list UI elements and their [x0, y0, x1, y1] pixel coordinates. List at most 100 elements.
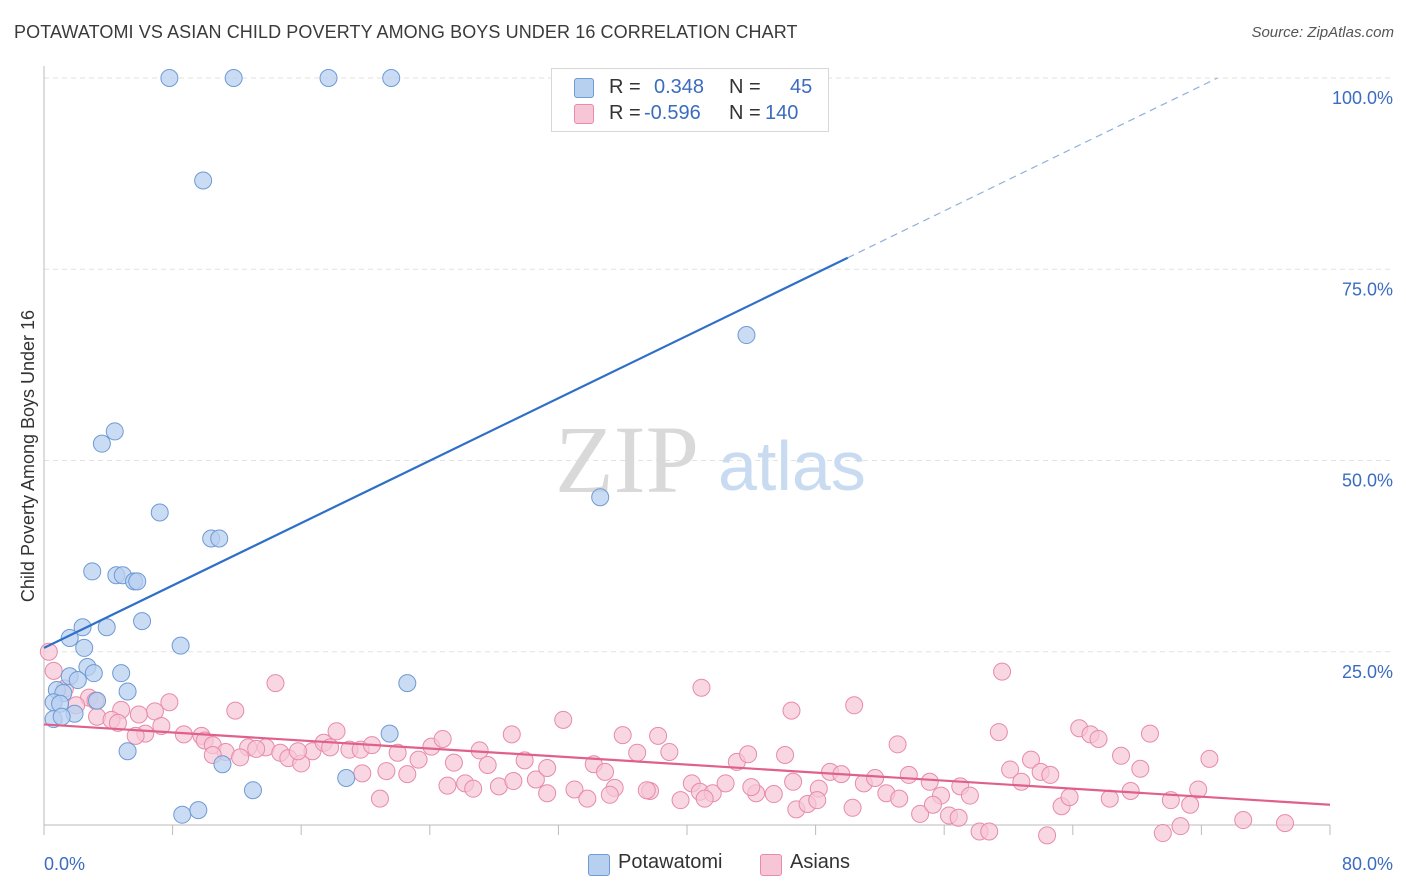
asians-point [1041, 765, 1060, 784]
potawatomi-point [337, 768, 356, 787]
asians-point [1038, 826, 1057, 845]
potawatomi-point [128, 572, 147, 591]
asians-point [989, 723, 1008, 742]
asians-point [126, 726, 145, 745]
asians-point [920, 772, 939, 791]
asians-point [515, 751, 534, 770]
potawatomi-point [160, 69, 179, 87]
potawatomi-point [171, 636, 190, 655]
source-label: Source: ZipAtlas.com [1251, 24, 1394, 41]
asians-point [247, 739, 266, 758]
asians-point [377, 762, 396, 781]
asians-point [1200, 749, 1219, 768]
asians-point [526, 770, 545, 789]
asians-point [231, 748, 250, 767]
legend-n-label: N = [729, 102, 761, 124]
asians-point [637, 781, 656, 800]
watermark-zip: ZIP [555, 406, 699, 513]
asians-point [502, 725, 521, 744]
asians-point [327, 722, 346, 741]
asians-point [845, 696, 864, 715]
series-legend: Potawatomi Asians [0, 851, 1406, 877]
asians-point [1060, 788, 1079, 807]
y-tick-label: 75.0% [1342, 279, 1393, 299]
asians-point [1181, 795, 1200, 814]
asians-trendline [43, 723, 1331, 806]
trend-lines [43, 77, 1331, 806]
y-tick-label: 100.0% [1332, 88, 1393, 108]
asians-point [764, 785, 783, 804]
x-tick-label: 0.0% [44, 854, 85, 874]
y-tick-label: 50.0% [1342, 471, 1393, 491]
asians-point [1012, 772, 1031, 791]
asians-point [613, 726, 632, 745]
legend-r-label: R = [609, 76, 641, 98]
asians-point [843, 798, 862, 817]
potawatomi-trendline-extension [847, 77, 1218, 259]
potawatomi-point [88, 691, 107, 710]
asians-point [226, 701, 245, 720]
asians-point [1022, 750, 1041, 769]
asians-point [409, 750, 428, 769]
asians-point [1234, 811, 1253, 830]
asians-point [911, 804, 930, 823]
asians-point [398, 765, 417, 784]
asians-point [980, 822, 999, 841]
asians-point [716, 774, 735, 793]
legend-n-value-asians: 140 [765, 102, 799, 124]
asians-point [923, 795, 942, 814]
asians-point [660, 742, 679, 761]
asians-point [1275, 814, 1294, 833]
legend-r-value-potawatomi: 0.348 [654, 76, 705, 98]
potawatomi-point [591, 488, 610, 507]
asians-point [478, 755, 497, 774]
asians-point [1171, 817, 1190, 836]
potawatomi-point [398, 674, 417, 693]
asians-point [353, 764, 372, 783]
asians-point [433, 729, 452, 748]
asians-point [692, 678, 711, 697]
potawatomi-point [92, 434, 111, 453]
asians-point [1100, 789, 1119, 808]
asians-point [1189, 780, 1208, 799]
asians-point [782, 701, 801, 720]
potawatomi-point [150, 503, 169, 522]
potawatomi-point [194, 171, 213, 190]
potawatomi-point [118, 682, 137, 701]
potawatomi-point [224, 69, 243, 87]
asians-point [438, 776, 457, 795]
potawatomi-point [83, 562, 102, 581]
asians-point [152, 716, 171, 735]
legend-n-label: N = [729, 76, 761, 98]
asians-point [628, 743, 647, 762]
asians-point [1131, 759, 1150, 778]
potawatomi-point [112, 664, 131, 683]
asians-point [890, 789, 909, 808]
asians-point [742, 778, 761, 797]
asians-point [538, 759, 557, 778]
asians-point [370, 789, 389, 808]
potawatomi-point [75, 638, 94, 657]
potawatomi-trendline [43, 256, 849, 649]
asians-point [464, 779, 483, 798]
asians-point [266, 674, 285, 693]
potawatomi-point [737, 326, 756, 345]
asians-point [1140, 724, 1159, 743]
asians-point [578, 789, 597, 808]
asians-point [695, 789, 714, 808]
asians-point [1089, 729, 1108, 748]
asians-swatch [574, 104, 594, 124]
legend-n-value-potawatomi: 45 [790, 76, 813, 98]
y-tick-label: 25.0% [1342, 662, 1393, 682]
potawatomi-point [52, 707, 71, 726]
asians-point [1153, 824, 1172, 843]
asians-point [866, 768, 885, 787]
x-tick-label: 80.0% [1342, 854, 1393, 874]
asians-point [596, 762, 615, 781]
asians-point [808, 791, 827, 810]
potawatomi-point [97, 618, 116, 637]
asians-point [649, 726, 668, 745]
potawatomi-swatch [574, 78, 594, 98]
correlation-legend: R = 0.348 N = 45 R = -0.596 N = 140 [551, 68, 829, 132]
asians-point [554, 710, 573, 729]
